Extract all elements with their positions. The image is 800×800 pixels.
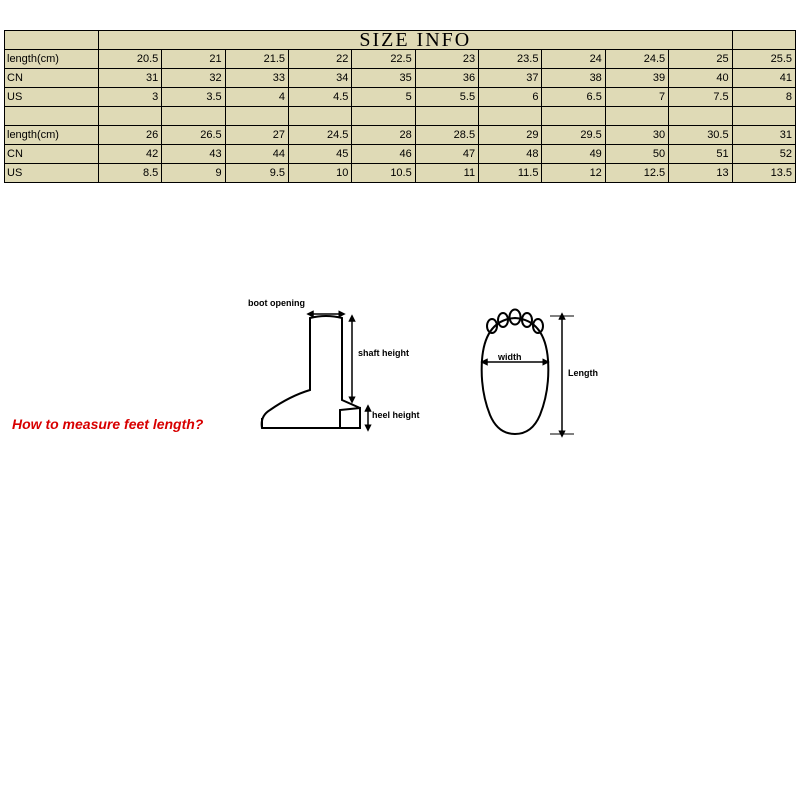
cell: 12.5 bbox=[605, 164, 668, 183]
cell: 48 bbox=[479, 145, 542, 164]
cell: 21.5 bbox=[225, 50, 288, 69]
cell: 43 bbox=[162, 145, 225, 164]
cell: 44 bbox=[225, 145, 288, 164]
cell: 36 bbox=[415, 69, 478, 88]
cell: 20.5 bbox=[98, 50, 161, 69]
cell: 5 bbox=[352, 88, 415, 107]
cell: 13 bbox=[669, 164, 732, 183]
cell: 3 bbox=[98, 88, 161, 107]
cell: 9 bbox=[162, 164, 225, 183]
cell: 42 bbox=[98, 145, 161, 164]
label-width: width bbox=[498, 352, 522, 362]
cell: 33 bbox=[225, 69, 288, 88]
cell: 4 bbox=[225, 88, 288, 107]
measurement-diagram: boot opening shaft height heel height wi… bbox=[240, 300, 600, 460]
cell: 47 bbox=[415, 145, 478, 164]
cell: 25 bbox=[669, 50, 732, 69]
cell: 4.5 bbox=[289, 88, 352, 107]
cell: 32 bbox=[162, 69, 225, 88]
cell: 30.5 bbox=[669, 126, 732, 145]
cell: 51 bbox=[669, 145, 732, 164]
cell: 40 bbox=[669, 69, 732, 88]
cell: 7 bbox=[605, 88, 668, 107]
label-heel-height: heel height bbox=[372, 410, 420, 420]
cell: 23 bbox=[415, 50, 478, 69]
cell: 27 bbox=[225, 126, 288, 145]
row-label: US bbox=[5, 88, 99, 107]
cell: 9.5 bbox=[225, 164, 288, 183]
cell: 31 bbox=[98, 69, 161, 88]
label-shaft-height: shaft height bbox=[358, 348, 409, 358]
cell: 6.5 bbox=[542, 88, 605, 107]
cell: 8.5 bbox=[98, 164, 161, 183]
cell: 28.5 bbox=[415, 126, 478, 145]
cell: 11 bbox=[415, 164, 478, 183]
cell: 25.5 bbox=[732, 50, 795, 69]
size-table: SIZE INFO length(cm) 20.5 21 21.5 22 22.… bbox=[4, 30, 796, 183]
cell: 34 bbox=[289, 69, 352, 88]
table-title: SIZE INFO bbox=[98, 31, 732, 50]
cell: 10.5 bbox=[352, 164, 415, 183]
cell: 31 bbox=[732, 126, 795, 145]
cell: 26 bbox=[98, 126, 161, 145]
cell: 28 bbox=[352, 126, 415, 145]
cell: 35 bbox=[352, 69, 415, 88]
cell: 24.5 bbox=[605, 50, 668, 69]
cell: 13.5 bbox=[732, 164, 795, 183]
label-boot-opening: boot opening bbox=[248, 298, 305, 308]
cell: 24.5 bbox=[289, 126, 352, 145]
cell: 3.5 bbox=[162, 88, 225, 107]
table-corner bbox=[5, 31, 99, 50]
row-label: US bbox=[5, 164, 99, 183]
cell: 41 bbox=[732, 69, 795, 88]
cell: 7.5 bbox=[669, 88, 732, 107]
cell: 30 bbox=[605, 126, 668, 145]
cell: 50 bbox=[605, 145, 668, 164]
cell: 8 bbox=[732, 88, 795, 107]
cell: 49 bbox=[542, 145, 605, 164]
cell: 37 bbox=[479, 69, 542, 88]
cell: 6 bbox=[479, 88, 542, 107]
row-label: CN bbox=[5, 145, 99, 164]
cell: 29 bbox=[479, 126, 542, 145]
cell: 22.5 bbox=[352, 50, 415, 69]
cell: 39 bbox=[605, 69, 668, 88]
cell: 29.5 bbox=[542, 126, 605, 145]
cell: 10 bbox=[289, 164, 352, 183]
cell: 11.5 bbox=[479, 164, 542, 183]
cell: 22 bbox=[289, 50, 352, 69]
cell: 5.5 bbox=[415, 88, 478, 107]
cell: 52 bbox=[732, 145, 795, 164]
cell: 46 bbox=[352, 145, 415, 164]
spacer bbox=[5, 107, 99, 126]
cell: 21 bbox=[162, 50, 225, 69]
row-label: CN bbox=[5, 69, 99, 88]
cell: 23.5 bbox=[479, 50, 542, 69]
label-length: Length bbox=[568, 368, 598, 378]
cell: 12 bbox=[542, 164, 605, 183]
cell: 24 bbox=[542, 50, 605, 69]
row-label: length(cm) bbox=[5, 126, 99, 145]
table-corner-right bbox=[732, 31, 795, 50]
cell: 26.5 bbox=[162, 126, 225, 145]
how-to-measure-heading: How to measure feet length? bbox=[12, 416, 203, 432]
cell: 45 bbox=[289, 145, 352, 164]
row-label: length(cm) bbox=[5, 50, 99, 69]
cell: 38 bbox=[542, 69, 605, 88]
